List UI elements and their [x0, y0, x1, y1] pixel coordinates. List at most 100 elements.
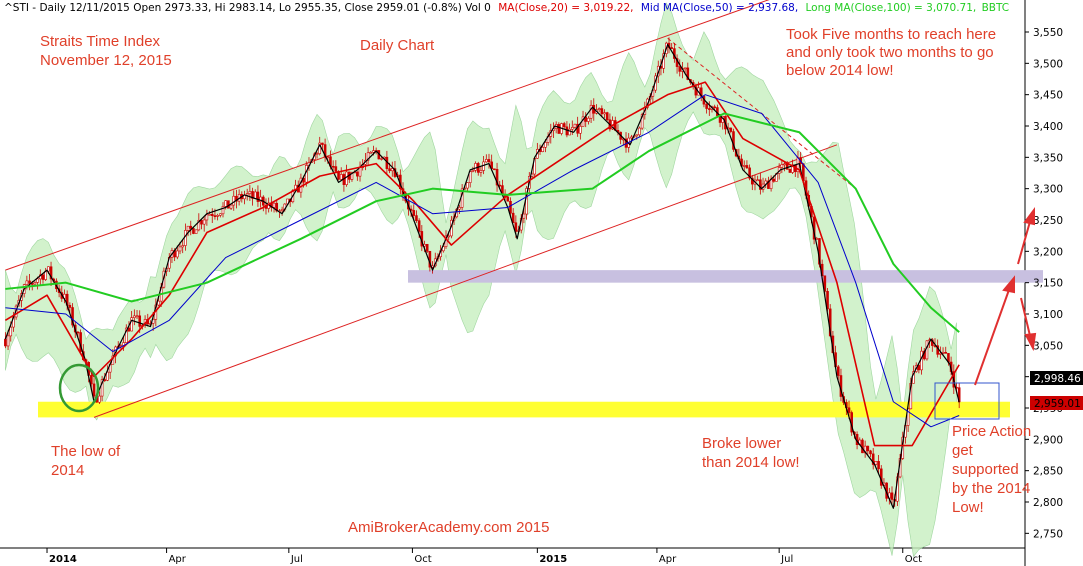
took-line3: below 2014 low! — [786, 62, 894, 79]
ma50-line — [5, 94, 960, 428]
candle-body — [36, 278, 39, 283]
candle-body — [783, 163, 786, 166]
broke-line1: Broke lower — [702, 435, 781, 452]
candle-body — [670, 47, 673, 49]
candle-body — [750, 177, 754, 185]
y-tick-label: 2,800 — [1033, 497, 1063, 509]
candle-body — [130, 317, 133, 332]
candle-body — [495, 169, 499, 186]
candle-body — [28, 280, 31, 284]
pa-line1: Price Action — [952, 423, 1031, 440]
candle-body — [826, 290, 829, 310]
candle-body — [866, 445, 870, 452]
candle-body — [321, 142, 324, 145]
candle-body — [194, 229, 198, 234]
candle-body — [425, 243, 429, 252]
candle-body — [259, 196, 262, 202]
candle-body — [176, 250, 179, 258]
candle-body — [605, 112, 609, 121]
candle-body — [479, 170, 483, 173]
low-2014-circle — [58, 363, 100, 413]
candle-body — [219, 213, 222, 216]
candle-body — [471, 170, 475, 172]
candle-body — [345, 171, 348, 185]
candle-body — [874, 461, 878, 465]
candle-body — [925, 340, 929, 360]
candle-body — [522, 213, 526, 219]
candle-body — [90, 375, 93, 385]
candle-body — [210, 213, 214, 216]
ma-value-badge — [1030, 371, 1083, 385]
candle-body — [565, 126, 569, 136]
candle-body — [92, 383, 96, 397]
candle-body — [638, 127, 641, 136]
candle-body — [49, 266, 53, 280]
x-tick-label: 2015 — [539, 554, 567, 565]
x-tick-label: Jul — [780, 554, 793, 565]
header-ma20-text: MA(Close,20) = 3,019.22, — [498, 2, 633, 14]
candle-body — [124, 327, 128, 343]
candle-body — [780, 164, 784, 168]
candle-body — [6, 335, 10, 347]
candle-body — [557, 124, 561, 134]
candle-body — [248, 191, 252, 194]
candle-body — [372, 150, 375, 153]
candle-body — [683, 67, 687, 70]
arrow-down-short-head — [1024, 332, 1037, 352]
candle-body — [562, 123, 566, 128]
header-ma100-text: Long MA(Close,100) = 3,070.71, — [806, 2, 977, 14]
candle-body — [208, 213, 211, 216]
arrow-up-short — [1017, 217, 1032, 265]
y-tick-label: 3,400 — [1033, 121, 1063, 133]
candle-body — [474, 163, 477, 171]
candle-body — [694, 86, 698, 96]
candle-body — [791, 164, 794, 173]
candle-body — [630, 136, 633, 139]
candle-body — [708, 108, 711, 110]
candle-body — [4, 338, 7, 347]
candle-body — [568, 128, 571, 136]
candle-body — [759, 179, 762, 190]
candle-body — [98, 395, 101, 403]
y-axis-ticks: 2,7502,8002,8502,9002,9503,0003,0503,100… — [1025, 27, 1063, 540]
candle-body — [466, 182, 469, 189]
y-tick-label: 2,750 — [1033, 528, 1063, 540]
candle-body — [544, 142, 547, 148]
candle-body — [541, 147, 545, 152]
header-bbtc-text: BBTC — [982, 2, 1010, 14]
candle-body — [917, 365, 921, 371]
candle-body — [587, 117, 590, 122]
candle-body — [189, 225, 193, 229]
candle-body — [603, 112, 606, 115]
arrow-up-long-head — [1002, 275, 1015, 294]
candle-body — [600, 108, 604, 115]
candle-body — [350, 172, 354, 180]
candle-body — [890, 492, 894, 500]
candle-body — [678, 66, 682, 72]
candle-body — [100, 379, 104, 397]
daily-chart-label: Daily Chart — [360, 37, 435, 54]
y-tick-label: 3,200 — [1033, 246, 1063, 258]
candle-body — [232, 195, 236, 206]
candle-body — [253, 191, 257, 199]
candle-body — [597, 108, 601, 110]
candle-body — [30, 283, 34, 285]
ma-value-label: 2,998.46 — [1034, 373, 1081, 385]
candle-body — [705, 103, 708, 109]
candle-body — [493, 168, 496, 171]
support-zone-2014-low — [38, 401, 1010, 418]
candle-body — [245, 193, 249, 196]
candle-body — [514, 222, 518, 232]
broke-line2: than 2014 low! — [702, 454, 800, 471]
moving-average-layer — [4, 43, 960, 509]
candle-body — [200, 220, 203, 225]
candle-body — [186, 225, 190, 231]
x-tick-label: Oct — [905, 554, 922, 565]
candle-body — [331, 165, 335, 168]
candle-body — [235, 195, 238, 202]
candle-body — [192, 228, 195, 234]
candle-body — [388, 168, 391, 172]
candle-body — [221, 206, 225, 215]
candle-body — [390, 168, 394, 172]
channel-line-lower — [93, 144, 838, 418]
